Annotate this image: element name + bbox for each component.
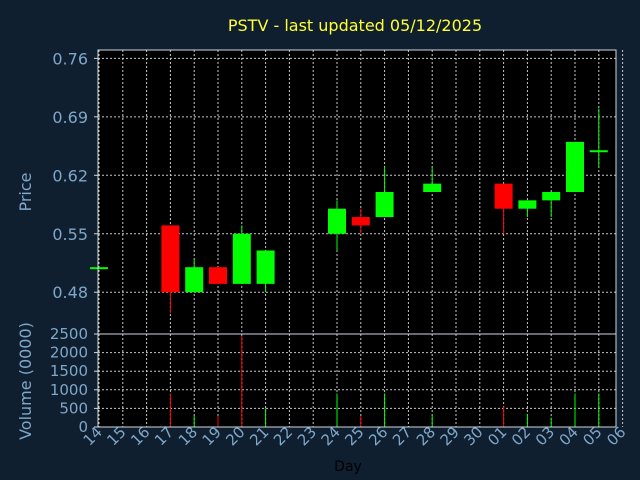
price-tick-label: 0.62 <box>52 166 88 185</box>
price-plot-area <box>98 50 616 334</box>
volume-tick-label: 0 <box>78 418 88 436</box>
candle-body <box>90 267 108 270</box>
price-tick-label: 0.55 <box>52 225 88 244</box>
price-tick-label: 0.69 <box>52 108 88 127</box>
price-tick-labels: 0.48 0.55 0.62 0.69 0.76 <box>52 49 88 302</box>
candle-body <box>375 192 394 218</box>
volume-bars <box>169 335 600 427</box>
candle-body <box>328 208 346 234</box>
candle-body <box>518 200 537 209</box>
volume-axis-label: Volume (0000) <box>16 322 35 440</box>
candle-body <box>209 267 227 284</box>
x-axis-label: Day <box>334 459 362 475</box>
candle-body <box>161 225 180 293</box>
candle-body <box>232 233 251 284</box>
volume-tick-label: 1000 <box>50 381 88 399</box>
chart-title: PSTV - last updated 05/12/2025 <box>228 16 482 35</box>
candle-body <box>494 183 513 209</box>
volume-plot-area <box>98 334 616 427</box>
price-tick-label: 0.48 <box>52 283 88 302</box>
volume-tick-label: 2000 <box>50 344 88 362</box>
candle-body <box>589 150 608 153</box>
candle-body <box>542 192 561 201</box>
price-axis-label: Price <box>16 172 35 211</box>
volume-tick-label: 2500 <box>50 325 88 343</box>
candle-body <box>566 141 584 192</box>
candle-body <box>351 217 370 226</box>
price-tick-label: 0.76 <box>52 49 88 68</box>
candle-body <box>423 183 442 192</box>
candle-body <box>185 267 204 293</box>
volume-tick-label: 500 <box>59 399 88 417</box>
volume-tick-label: 1500 <box>50 362 88 380</box>
candle-body <box>256 250 275 284</box>
plot-frame <box>97 49 617 428</box>
candles <box>90 108 608 314</box>
